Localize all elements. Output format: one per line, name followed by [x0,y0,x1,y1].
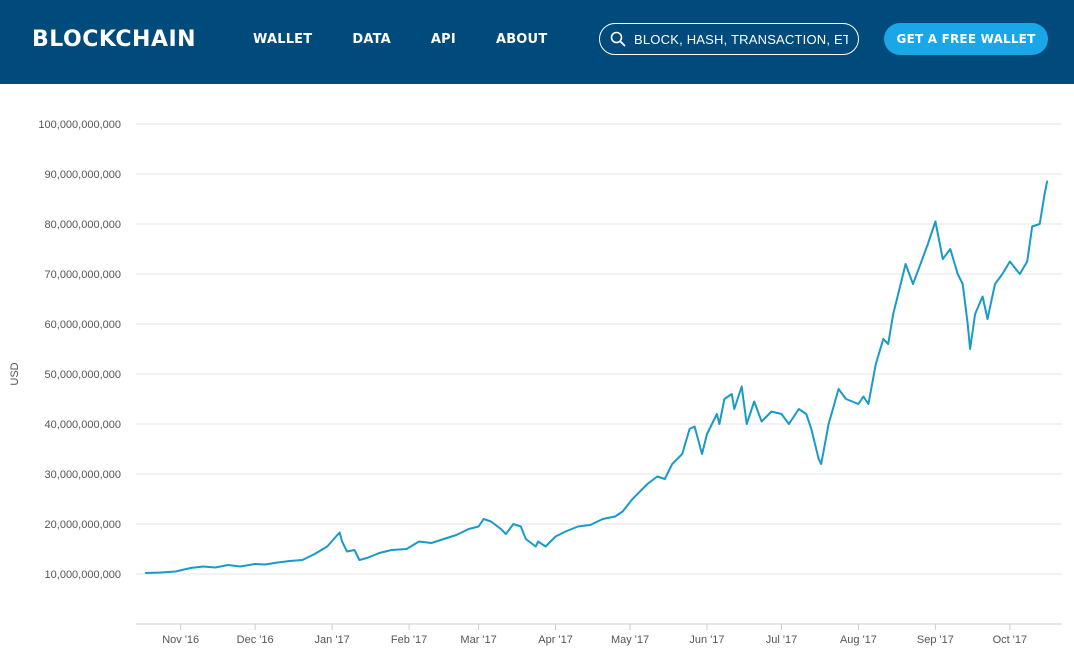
y-axis-ticks: 10,000,000,000 20,000,000,000 30,000,000,0… [38,119,121,581]
search-input[interactable] [634,31,848,47]
market-cap-line [144,180,1049,574]
y-tick-label: 90,000,000,000 [45,169,121,181]
y-axis-title: USD [9,362,21,385]
site-header: BLOCKCHAIN WALLET DATA API ABOUT GET A F… [0,0,1074,84]
nav-data[interactable]: DATA [352,32,391,47]
blockchain-logo[interactable]: BLOCKCHAIN [32,27,197,52]
market-cap-chart: 10,000,000,000 20,000,000,000 30,000,000,0… [0,84,1074,661]
x-tick-label: Nov '16 [162,634,199,646]
y-tick-label: 100,000,000,000 [38,119,121,131]
x-tick-label: Jul '17 [766,634,797,646]
x-tick-label: Sep '17 [917,634,954,646]
nav-api[interactable]: API [430,32,456,47]
x-tick-label: May '17 [611,634,649,646]
search-icon [610,31,626,47]
y-tick-label: 40,000,000,000 [45,419,121,431]
x-tick-label: Feb '17 [391,634,427,646]
x-tick-label: Dec '16 [237,634,274,646]
chart-grid [136,123,1062,575]
y-tick-label: 80,000,000,000 [45,219,121,231]
nav-wallet[interactable]: WALLET [253,32,313,47]
y-tick-label: 50,000,000,000 [45,369,121,381]
x-tick-label: Jan '17 [315,634,350,646]
x-tick-label: Mar '17 [460,634,496,646]
y-tick-label: 60,000,000,000 [45,319,121,331]
search-box[interactable] [599,23,859,55]
chart-svg: 10,000,000,000 20,000,000,000 30,000,000,0… [9,119,1062,646]
chart-series [144,180,1049,574]
get-free-wallet-button[interactable]: GET A FREE WALLET [884,23,1048,55]
y-tick-label: 10,000,000,000 [45,569,121,581]
x-axis: Nov '16 Dec '16 Jan '17 Feb '17 Mar '17 Apr '… [136,623,1062,646]
x-tick-label: Aug '17 [840,634,877,646]
x-tick-label: Apr '17 [538,634,573,646]
x-tick-label: Jun '17 [689,634,724,646]
y-tick-label: 70,000,000,000 [45,269,121,281]
y-tick-label: 30,000,000,000 [45,469,121,481]
y-tick-label: 20,000,000,000 [45,519,121,531]
x-tick-label: Oct '17 [993,634,1028,646]
main-nav: WALLET DATA API ABOUT [253,31,547,49]
nav-about[interactable]: ABOUT [495,32,548,47]
